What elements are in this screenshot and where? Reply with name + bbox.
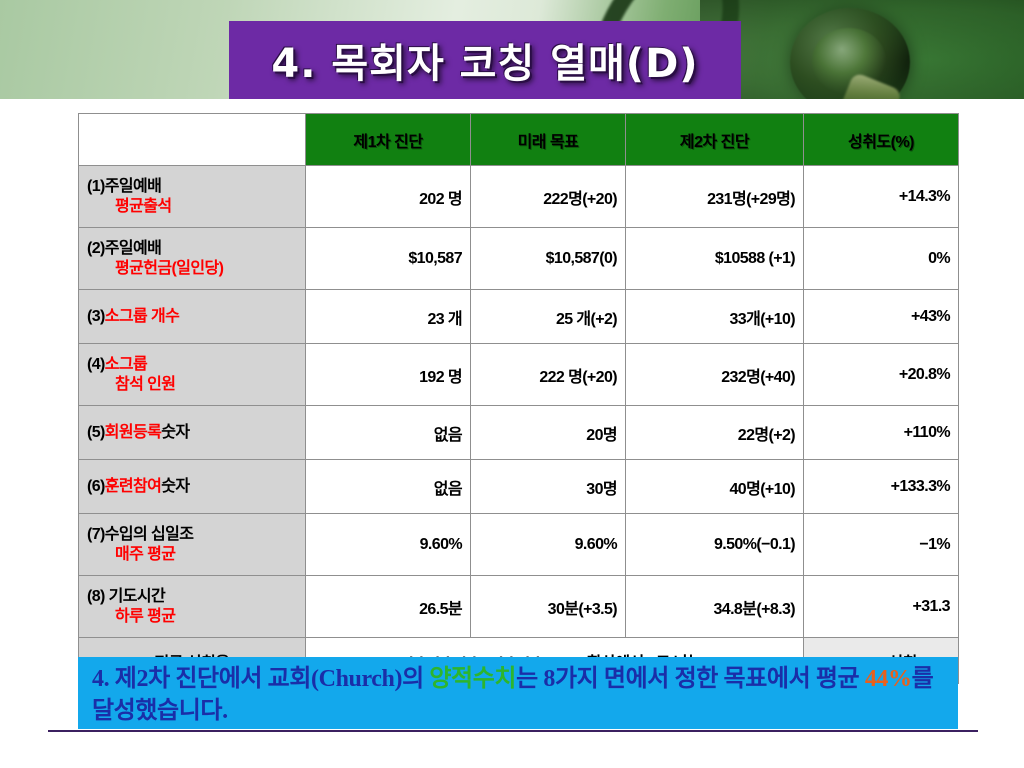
row-number: (5) <box>87 423 105 441</box>
cell-achievement: +133.3% <box>803 459 959 514</box>
caption-highlight-green: 양적수치 <box>429 666 517 692</box>
table-row: (7)수입의 십일조 매주 평균 9.60% 9.60% 9.50%(−0.1)… <box>78 513 959 576</box>
header-cell-achievement: 성취도(%) <box>803 113 959 166</box>
cell-first-diagnosis: 23 개 <box>305 289 471 344</box>
cell-achievement: 0% <box>803 227 959 290</box>
cell-first-diagnosis: $10,587 <box>305 227 471 290</box>
table-row: (1)주일예배 평균출석 202 명 222명(+20) 231명(+29명) … <box>78 165 959 228</box>
cell-second-diagnosis: 34.8분(+8.3) <box>625 575 804 638</box>
row-name-suffix: 숫자 <box>161 477 190 495</box>
table-row: (6)훈련참여숫자 없음 30명 40명(+10) +133.3% <box>78 459 959 514</box>
row-label: (7)수입의 십일조 매주 평균 <box>78 513 306 576</box>
row-name-line2: 매주 평균 <box>115 545 176 563</box>
page-title: 4. 목회자 코칭 열매(D) <box>271 41 699 87</box>
row-number: (7) <box>87 525 105 543</box>
row-name-line2: 참석 인원 <box>115 375 176 393</box>
cell-future-goal: 222명(+20) <box>470 165 626 228</box>
table-row: (8) 기도시간 하루 평균 26.5분 30분(+3.5) 34.8분(+8.… <box>78 575 959 638</box>
cell-achievement: +31.3 <box>803 575 959 638</box>
cell-first-diagnosis: 192 명 <box>305 343 471 406</box>
row-name-line1: 소그룹 <box>104 355 148 373</box>
row-name-line1: 주일예배 <box>104 177 162 195</box>
row-name-line2: 평균헌금(일인당) <box>115 259 224 277</box>
row-label: (8) 기도시간 하루 평균 <box>78 575 306 638</box>
cell-second-diagnosis: 33개(+10) <box>625 289 804 344</box>
row-number: (1) <box>87 177 105 195</box>
cell-achievement: −1% <box>803 513 959 576</box>
cell-first-diagnosis: 없음 <box>305 459 471 514</box>
cell-second-diagnosis: $10588 (+1) <box>625 227 804 290</box>
row-label: (5)회원등록숫자 <box>78 405 306 460</box>
cell-achievement: +43% <box>803 289 959 344</box>
cell-future-goal: 20명 <box>470 405 626 460</box>
row-name-line1: 회원등록 <box>104 423 162 441</box>
header-cell-second-diagnosis: 제2차 진단 <box>625 113 804 166</box>
row-name-line1: 소그룹 개수 <box>104 307 180 325</box>
row-label: (4)소그룹 참석 인원 <box>78 343 306 406</box>
cell-second-diagnosis: 232명(+40) <box>625 343 804 406</box>
cell-future-goal: 30명 <box>470 459 626 514</box>
row-name-line1: 기도시간 <box>108 587 166 605</box>
row-number: (2) <box>87 239 105 257</box>
cell-first-diagnosis: 9.60% <box>305 513 471 576</box>
table-header-row: 제1차 진단 미래 목표 제2차 진단 성취도(%) <box>78 113 959 166</box>
cell-future-goal: 222 명(+20) <box>470 343 626 406</box>
cell-achievement: +20.8% <box>803 343 959 406</box>
row-number: (6) <box>87 477 105 495</box>
cell-first-diagnosis: 없음 <box>305 405 471 460</box>
row-name-line1: 주일예배 <box>104 239 162 257</box>
row-label: (2)주일예배 평균헌금(일인당) <box>78 227 306 290</box>
coaching-fruit-table: 제1차 진단 미래 목표 제2차 진단 성취도(%) (1)주일예배 평균출석 … <box>78 113 959 684</box>
row-label: (6)훈련참여숫자 <box>78 459 306 514</box>
row-name-suffix: 숫자 <box>161 423 190 441</box>
caption-part3: 를 달성했습니다. <box>92 666 934 725</box>
table-row: (2)주일예배 평균헌금(일인당) $10,587 $10,587(0) $10… <box>78 227 959 290</box>
caption-part2: 는 8가지 면에서 정한 목표에서 평균 <box>516 666 865 692</box>
cell-future-goal: 25 개(+2) <box>470 289 626 344</box>
cell-second-diagnosis: 40명(+10) <box>625 459 804 514</box>
row-name-line1: 수입의 십일조 <box>104 525 194 543</box>
cell-achievement: +14.3% <box>803 165 959 228</box>
table-row: (5)회원등록숫자 없음 20명 22명(+2) +110% <box>78 405 959 460</box>
caption-banner: 4. 제2차 진단에서 교회(Church)의 양적수치는 8가지 면에서 정한… <box>78 657 958 729</box>
cell-second-diagnosis: 231명(+29명) <box>625 165 804 228</box>
caption-highlight-orange: 44% <box>864 666 912 692</box>
row-name-line1: 훈련참여 <box>104 477 162 495</box>
row-label: (3)소그룹 개수 <box>78 289 306 344</box>
row-name-line2: 평균출석 <box>115 197 172 215</box>
cell-first-diagnosis: 202 명 <box>305 165 471 228</box>
row-number: (3) <box>87 307 105 325</box>
cell-second-diagnosis: 22명(+2) <box>625 405 804 460</box>
bottom-divider <box>48 730 978 732</box>
row-number: (4) <box>87 355 105 373</box>
header-cell-future-goal: 미래 목표 <box>470 113 626 166</box>
cell-future-goal: 9.60% <box>470 513 626 576</box>
cell-first-diagnosis: 26.5분 <box>305 575 471 638</box>
cell-future-goal: 30분(+3.5) <box>470 575 626 638</box>
cell-achievement: +110% <box>803 405 959 460</box>
row-label: (1)주일예배 평균출석 <box>78 165 306 228</box>
header-cell-blank <box>78 113 306 166</box>
row-number: (8) <box>87 587 109 605</box>
table-row: (3)소그룹 개수 23 개 25 개(+2) 33개(+10) +43% <box>78 289 959 344</box>
title-plate: 4. 목회자 코칭 열매(D) <box>229 21 741 99</box>
cell-future-goal: $10,587(0) <box>470 227 626 290</box>
header-cell-first-diagnosis: 제1차 진단 <box>305 113 471 166</box>
cell-second-diagnosis: 9.50%(−0.1) <box>625 513 804 576</box>
caption-part1: 4. 제2차 진단에서 교회(Church)의 <box>92 666 430 692</box>
row-name-line2: 하루 평균 <box>115 607 176 625</box>
table-row: (4)소그룹 참석 인원 192 명 222 명(+20) 232명(+40) … <box>78 343 959 406</box>
